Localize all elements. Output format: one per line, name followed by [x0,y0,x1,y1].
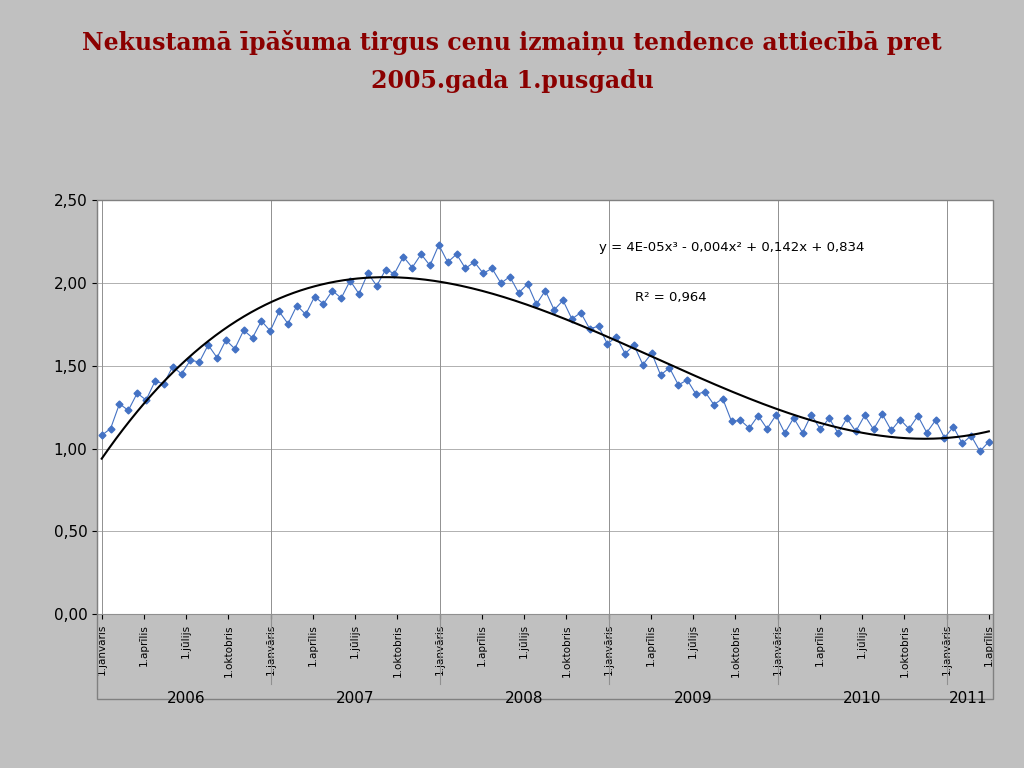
Text: 2008: 2008 [505,691,544,707]
Text: y = 4E-05x³ - 0,004x² + 0,142x + 0,834: y = 4E-05x³ - 0,004x² + 0,142x + 0,834 [599,241,864,254]
Text: 2007: 2007 [336,691,375,707]
Text: 2011: 2011 [948,691,987,707]
Text: 2010: 2010 [843,691,882,707]
Text: Nekustamā īpāšuma tirgus cenu izmaiņu tendence attiecībā pret: Nekustamā īpāšuma tirgus cenu izmaiņu te… [82,29,942,55]
Text: 2005.gada 1.pusgadu: 2005.gada 1.pusgadu [371,68,653,93]
Text: 2006: 2006 [167,691,206,707]
Text: 2009: 2009 [674,691,713,707]
Text: R² = 0,964: R² = 0,964 [635,291,707,304]
